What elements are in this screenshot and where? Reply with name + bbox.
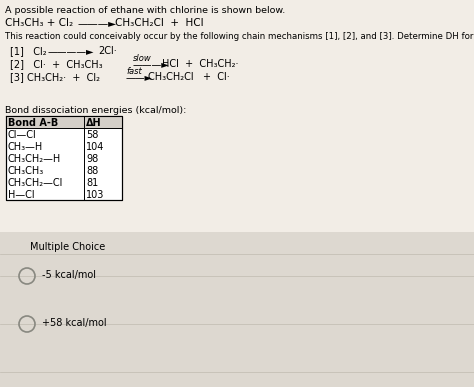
Text: fast: fast <box>126 67 142 76</box>
Text: CH₃CH₂Cl  +  HCl: CH₃CH₂Cl + HCl <box>115 18 204 28</box>
Bar <box>6 116 122 128</box>
Text: ΔH: ΔH <box>86 118 101 128</box>
Text: 98: 98 <box>86 154 98 164</box>
Text: 81: 81 <box>86 178 98 188</box>
Bar <box>6 116 122 200</box>
Text: A possible reaction of ethane with chlorine is shown below.: A possible reaction of ethane with chlor… <box>5 6 285 15</box>
Text: ———►: ———► <box>133 59 170 69</box>
Text: ——►: ——► <box>126 72 153 82</box>
Text: CH₃CH₂Cl   +  Cl·: CH₃CH₂Cl + Cl· <box>148 72 230 82</box>
Text: Bond A-B: Bond A-B <box>8 118 58 128</box>
Text: CH₃—H: CH₃—H <box>8 142 43 152</box>
Text: 58: 58 <box>86 130 99 140</box>
Text: CH₃CH₂—Cl: CH₃CH₂—Cl <box>8 178 64 188</box>
Text: ————►: ————► <box>48 46 94 56</box>
Text: This reaction could conceivably occur by the following chain mechanisms [1], [2]: This reaction could conceivably occur by… <box>5 32 474 41</box>
Text: +58 kcal/mol: +58 kcal/mol <box>42 318 107 328</box>
Text: -5 kcal/mol: -5 kcal/mol <box>42 270 96 280</box>
Text: [1]   Cl₂: [1] Cl₂ <box>10 46 46 56</box>
Text: 88: 88 <box>86 166 98 176</box>
Text: CH₃CH₃: CH₃CH₃ <box>8 166 44 176</box>
Text: 104: 104 <box>86 142 104 152</box>
Text: CH₃CH₂—H: CH₃CH₂—H <box>8 154 61 164</box>
Text: 2Cl·: 2Cl· <box>98 46 117 56</box>
Text: ———►: ———► <box>78 18 117 28</box>
Text: slow: slow <box>133 54 152 63</box>
Text: Bond dissociation energies (kcal/mol):: Bond dissociation energies (kcal/mol): <box>5 106 186 115</box>
Text: [3] CH₃CH₂·  +  Cl₂: [3] CH₃CH₂· + Cl₂ <box>10 72 100 82</box>
Text: [2]   Cl·  +  CH₃CH₃: [2] Cl· + CH₃CH₃ <box>10 59 103 69</box>
Text: 103: 103 <box>86 190 104 200</box>
Text: Multiple Choice: Multiple Choice <box>30 242 105 252</box>
Text: CH₃CH₃ + Cl₂: CH₃CH₃ + Cl₂ <box>5 18 73 28</box>
Text: Cl—Cl: Cl—Cl <box>8 130 37 140</box>
Bar <box>0 232 474 387</box>
Bar <box>0 0 474 232</box>
Text: H—Cl: H—Cl <box>8 190 35 200</box>
Text: HCl  +  CH₃CH₂·: HCl + CH₃CH₂· <box>162 59 238 69</box>
